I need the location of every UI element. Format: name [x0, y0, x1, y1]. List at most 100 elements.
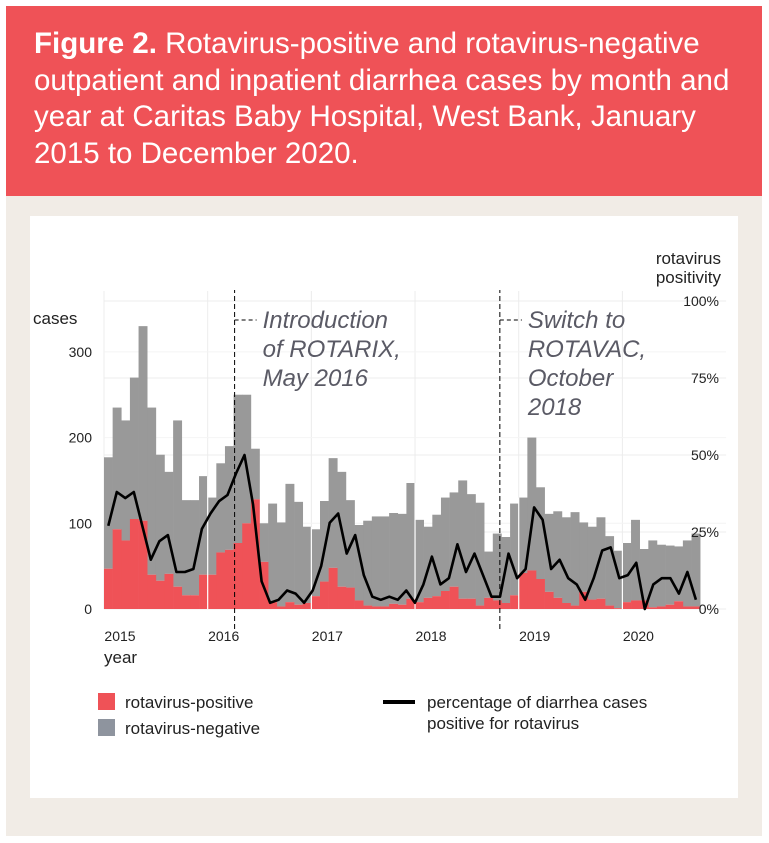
axes: 0 100 200 300 0% 25% 50% 75% 100% 2015 2016 2017 201…: [69, 293, 719, 644]
figure-title: Figure 2. Rotavirus-positive and rotavir…: [34, 26, 734, 172]
annotation-text: 2018: [527, 394, 582, 421]
legend-negative-label: rotavirus-negative: [125, 719, 260, 738]
positive-bar: [173, 586, 183, 609]
negative-bar: [285, 483, 295, 603]
negative-bar: [639, 549, 649, 601]
negative-bar: [147, 407, 157, 575]
negative-bar: [518, 497, 528, 573]
negative-bar: [605, 536, 615, 606]
positive-bar: [242, 523, 252, 609]
positive-bar: [371, 606, 381, 609]
negative-bar: [415, 519, 424, 603]
figure-header: [6, 6, 762, 196]
negative-bar: [155, 454, 165, 581]
negative-bar: [622, 543, 632, 603]
positive-bar: [129, 519, 139, 609]
negative-bar: [224, 446, 234, 550]
x-tick-label: 2016: [208, 628, 239, 644]
negative-bar: [406, 483, 416, 599]
y-right-tick-label: 50%: [691, 447, 719, 463]
positive-bar: [337, 586, 347, 609]
negative-bar: [311, 529, 321, 597]
x-tick-label: 2019: [519, 628, 550, 644]
positive-bar: [449, 586, 459, 609]
positive-bar: [207, 574, 217, 609]
positive-bar: [285, 602, 295, 609]
negative-bar: [613, 550, 623, 609]
annotation-text: of ROTARIX,: [263, 336, 401, 363]
annotation-lines: [234, 290, 522, 629]
figure-label: Figure 2.: [34, 27, 157, 60]
negative-bar: [484, 551, 494, 598]
negative-bar: [475, 502, 485, 606]
negative-bar: [173, 420, 183, 587]
legend-line-label-1: percentage of diarrhea cases: [427, 693, 647, 712]
annotation-text: May 2016: [263, 365, 369, 392]
legend: rotavirus-positive rotavirus-negative pe…: [98, 693, 647, 738]
negative-bar: [458, 480, 468, 599]
annotation-text: Introduction: [263, 307, 388, 334]
negative-bar: [354, 525, 364, 601]
positive-bar: [475, 605, 485, 609]
positive-bar: [492, 600, 502, 609]
positive-bar: [527, 570, 537, 609]
positive-bar: [587, 599, 597, 609]
negative-bar: [104, 457, 113, 569]
negative-bar: [631, 519, 640, 601]
positive-bar: [121, 540, 131, 609]
negative-bar: [553, 511, 563, 598]
positive-bar: [311, 596, 321, 609]
positive-bar: [622, 602, 632, 609]
y-right-title-line1: rotavirus: [656, 249, 721, 268]
positive-bar: [112, 529, 122, 609]
negative-bar: [423, 526, 433, 598]
positive-bar: [536, 579, 545, 609]
positive-bar: [294, 604, 304, 609]
positive-bar: [147, 574, 157, 609]
negative-bar: [561, 517, 571, 603]
annotation-text: ROTAVAC,: [528, 336, 646, 363]
positive-bar: [691, 606, 701, 609]
annotation-text: October: [528, 365, 614, 392]
positive-bar: [380, 606, 390, 609]
x-tick-label: 2017: [312, 628, 343, 644]
positive-bar: [605, 605, 615, 609]
negative-bar: [138, 326, 148, 521]
chart-panel: 0 100 200 300 0% 25% 50% 75% 100% 2015 2016 2017 201…: [30, 216, 738, 798]
positivity-line: [107, 453, 698, 611]
x-tick-label: 2020: [623, 628, 654, 644]
positive-bar: [553, 597, 563, 609]
x-tick-label: 2018: [415, 628, 446, 644]
y-right-tick-label: 0%: [699, 601, 719, 617]
negative-bar: [579, 522, 589, 592]
negative-bar: [587, 526, 597, 600]
positive-bar: [406, 598, 416, 609]
negative-bar: [121, 420, 131, 541]
negative-bar: [536, 487, 545, 579]
y-right-title-line2: positivity: [656, 268, 722, 287]
positive-bar: [397, 604, 407, 609]
negative-bar: [449, 492, 459, 587]
positive-bar: [190, 595, 200, 609]
positive-bar: [432, 596, 442, 609]
y-tick-label: 0: [84, 601, 92, 617]
negative-bar: [302, 526, 312, 603]
positive-bar: [518, 573, 528, 609]
negative-bar: [129, 377, 139, 519]
positive-bar: [216, 552, 226, 609]
negative-bar: [527, 437, 537, 571]
positive-bar: [199, 574, 208, 609]
y-tick-label: 200: [69, 430, 93, 446]
positive-bar: [302, 603, 312, 609]
negative-bar: [328, 458, 338, 568]
positive-bar: [164, 573, 174, 609]
positive-bar: [250, 499, 260, 609]
negative-bar: [259, 523, 269, 562]
negative-bar: [371, 516, 381, 607]
positive-bar: [320, 581, 329, 609]
legend-negative-swatch: [98, 719, 115, 736]
positive-bar: [484, 597, 494, 609]
positive-bar: [233, 543, 243, 609]
positive-bar: [328, 567, 338, 609]
